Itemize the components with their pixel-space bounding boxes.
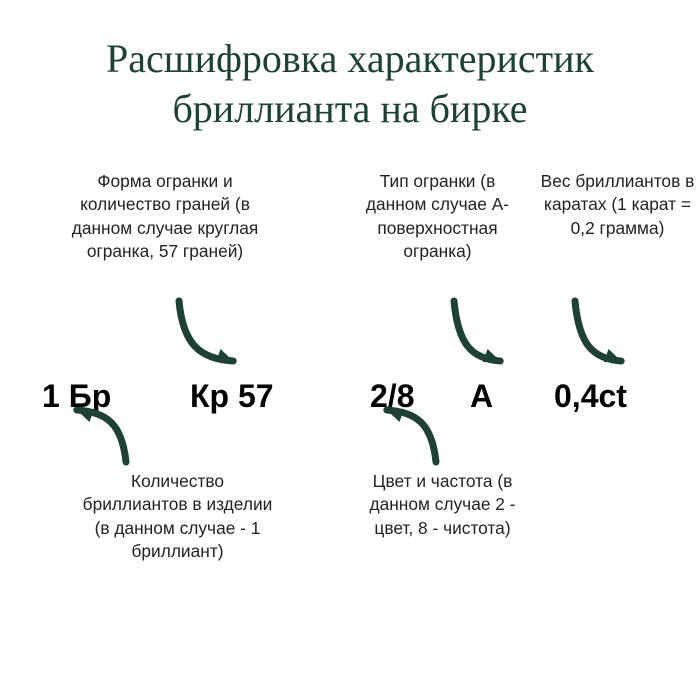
term-cut: А <box>470 378 493 415</box>
title-line-2: бриллианта на бирке <box>172 86 527 131</box>
term-shape: Кр 57 <box>190 378 274 415</box>
arrow-count <box>68 403 133 473</box>
diagram-canvas: Расшифровка характеристик бриллианта на … <box>0 0 700 700</box>
title-line-1: Расшифровка характеристик <box>106 36 594 81</box>
term-weight: 0,4ct <box>554 378 627 415</box>
arrow-shape <box>172 290 242 368</box>
desc-count: Количество бриллиантов в изделии (в данн… <box>80 470 275 564</box>
desc-cut: Тип огранки (в данном случае А-поверхнос… <box>350 170 525 264</box>
arrow-cut <box>447 290 509 368</box>
desc-color: Цвет и частота (в данном случае 2 - цвет… <box>355 470 530 540</box>
diagram-title: Расшифровка характеристик бриллианта на … <box>0 34 700 134</box>
desc-weight: Вес бриллиантов в каратах (1 карат = 0,2… <box>540 170 695 240</box>
desc-shape: Форма огранки и количество граней (в дан… <box>55 170 275 264</box>
arrow-weight <box>568 290 630 368</box>
arrow-color <box>378 403 443 473</box>
